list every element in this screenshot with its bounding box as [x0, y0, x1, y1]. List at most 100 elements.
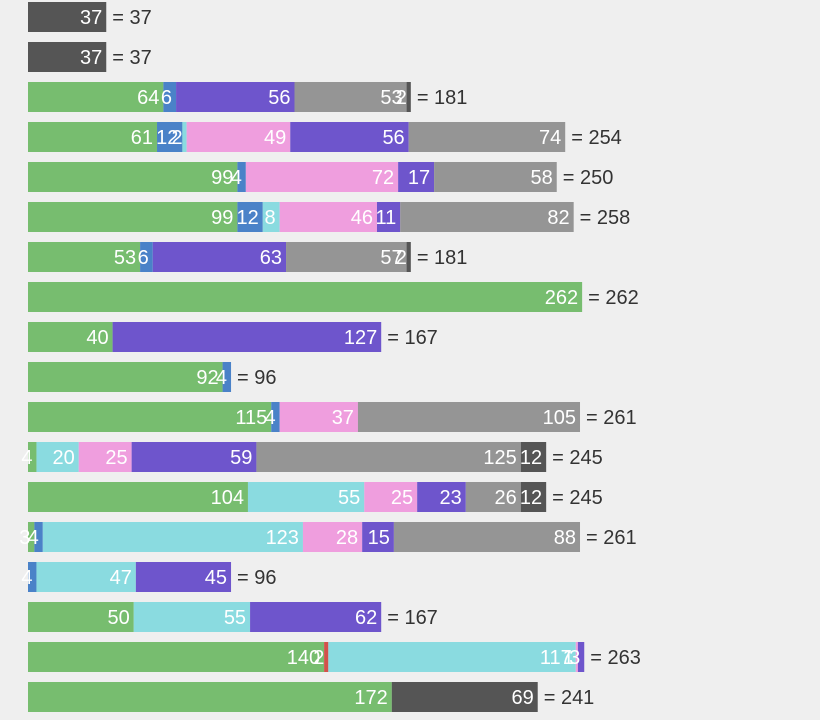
segment-value-label: 117 [540, 647, 572, 669]
row-total-label: = 250 [563, 167, 614, 189]
segment-value-label: 62 [355, 607, 377, 629]
row-total-label: = 263 [590, 647, 641, 669]
bar-row: 61 122 49 56 74 = 254 [28, 122, 622, 152]
bar-segment [163, 82, 177, 112]
bar-segment [357, 402, 581, 432]
bar-segment [434, 162, 557, 192]
bar-segment [262, 202, 280, 232]
bar-segment [28, 162, 238, 192]
bar-segment [324, 642, 329, 672]
bar-row: 50 55 62 = 167 [28, 602, 438, 632]
bar-segment [237, 202, 263, 232]
bar-segment [176, 82, 295, 112]
bar-segment [182, 122, 187, 152]
bar-segment [520, 482, 547, 512]
bar-segment [364, 482, 418, 512]
bar-segment [28, 522, 35, 552]
segment-value-label: 4 [21, 567, 32, 589]
segment-value-label: 140 [287, 647, 320, 669]
bar-segment [28, 602, 134, 632]
segment-value-label: 6 [161, 87, 172, 109]
segment-value-label: 55 [224, 607, 246, 629]
bar-row: 34 123 28 15 88 = 261 [19, 522, 637, 552]
bar-row: 40 127 = 167 [28, 322, 438, 352]
segment-value-label: 127 [344, 327, 377, 349]
bar-segment [362, 522, 394, 552]
segment-value-label: 11 [375, 207, 396, 229]
bar-segment [36, 442, 79, 472]
segment-value-label: 262 [545, 287, 578, 309]
segment-value-label: 53 [114, 247, 136, 269]
bar-segment [406, 82, 411, 112]
bar-segment [398, 162, 435, 192]
bar-segment [140, 242, 153, 272]
segment-value-label: 49 [264, 127, 286, 149]
segment-value-label: 15 [368, 527, 390, 549]
segment-value-label: 3 [19, 527, 30, 549]
segment-value-label: 28 [336, 527, 358, 549]
bar-row: 99 12 8 46 11 82 = 258 [28, 202, 630, 232]
segment-value-label: 53 [380, 87, 402, 109]
segment-value-label: 8 [265, 207, 276, 229]
segment-value-label: 64 [137, 87, 159, 109]
bar-segment [135, 562, 232, 592]
bar-row: 64 6 56 532 = 181 [28, 82, 467, 112]
row-total-label: = 181 [417, 87, 468, 109]
segment-value-label: 82 [547, 207, 569, 229]
bar-segment [28, 242, 141, 272]
bar-segment [256, 442, 521, 472]
bar-segment [186, 122, 291, 152]
segment-value-label: 3 [569, 647, 580, 669]
row-total-label: = 37 [112, 47, 151, 69]
bar-segment [28, 42, 107, 72]
bar-segment [28, 122, 158, 152]
bar-segment [286, 242, 407, 272]
segment-value-label: 2 [396, 87, 407, 109]
row-total-label: = 167 [387, 607, 438, 629]
segment-value-label: 104 [211, 487, 244, 509]
bar-segment [133, 602, 251, 632]
segment-value-label: 2 [172, 127, 183, 149]
segment-value-label: 56 [382, 127, 404, 149]
row-total-label: = 261 [586, 527, 637, 549]
bar-row: 994 72 17 58 = 250 [28, 162, 613, 192]
bar-segment [222, 362, 232, 392]
segment-value-label: 26 [495, 487, 517, 509]
bar-segment [279, 402, 358, 432]
bar-segment [28, 202, 238, 232]
bar-segment [28, 282, 583, 312]
segment-value-label: 88 [554, 527, 576, 549]
bar-segment [131, 442, 257, 472]
bar-segment [28, 642, 325, 672]
bar-segment [28, 82, 164, 112]
segment-value-label: 6 [138, 247, 149, 269]
bar-segment [520, 442, 547, 472]
bar-segment [391, 682, 538, 712]
row-total-label: = 241 [544, 687, 595, 709]
bar-segment [78, 442, 132, 472]
bar-segment [250, 602, 382, 632]
segment-value-label: 23 [440, 487, 462, 509]
bar-segment [294, 82, 407, 112]
bar-segment [28, 402, 272, 432]
segment-value-label: 56 [268, 87, 290, 109]
bar-row: 37 = 37 [28, 42, 152, 72]
segment-value-label: 61 [131, 127, 153, 149]
row-total-label: = 96 [237, 367, 276, 389]
segment-value-label: 2 [396, 247, 407, 269]
bar-segment [408, 122, 566, 152]
bar-segment [36, 562, 136, 592]
bar-segment [575, 642, 578, 672]
bar-segment [28, 322, 113, 352]
bar-segment [302, 522, 363, 552]
segment-value-label: 4 [21, 447, 32, 469]
segment-value-label: 63 [260, 247, 282, 269]
segment-value-label: 12 [520, 447, 542, 469]
segment-value-label: 123 [266, 527, 299, 549]
bar-row: 104 55 25 23 26 12 = 245 [28, 482, 603, 512]
segment-value-label: 12 [520, 487, 542, 509]
bar-segment [393, 522, 581, 552]
bar-segment [28, 562, 37, 592]
